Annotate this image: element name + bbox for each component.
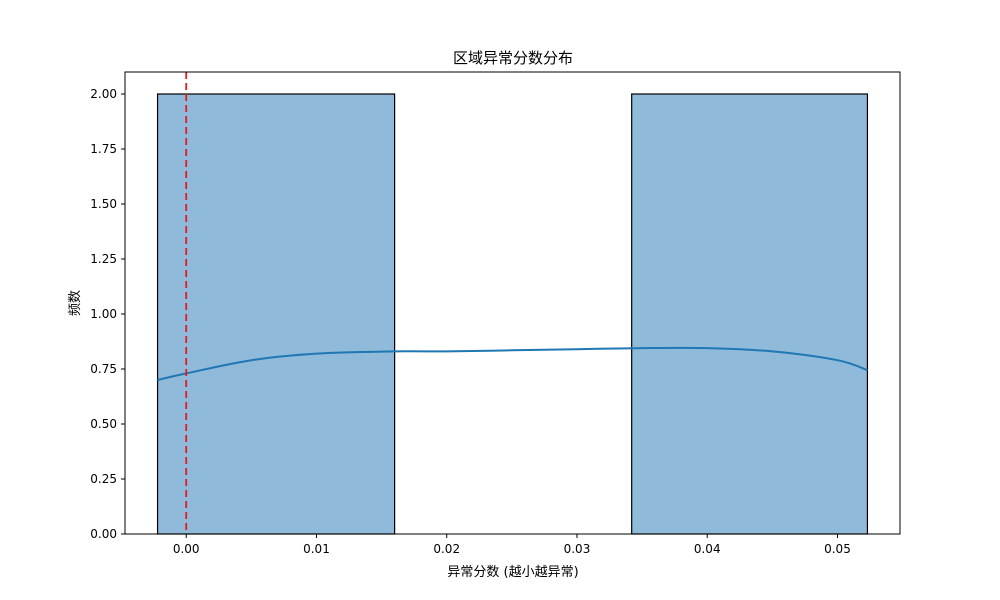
kde-layer	[157, 346, 868, 381]
bars-layer	[156, 93, 869, 535]
histogram-bar-0	[156, 93, 396, 535]
y-axis-ticks: 0.00 0.25 0.50 0.75 1.00 1.25 1.50 1.75 2.00	[90, 87, 125, 541]
y-tick-label: 1.50	[90, 197, 117, 211]
axes-frame	[124, 71, 901, 535]
kde-curve	[157, 346, 868, 381]
x-tick-label: 0.02	[433, 542, 460, 556]
x-tick-label: 0.00	[173, 542, 200, 556]
chart-title: 区域异常分数分布	[453, 49, 573, 67]
x-tick-label: 0.01	[303, 542, 330, 556]
y-tick-label: 1.75	[90, 142, 117, 156]
y-tick-label: 0.75	[90, 362, 117, 376]
y-tick-label: 2.00	[90, 87, 117, 101]
y-tick-label: 0.50	[90, 417, 117, 431]
x-tick-label: 0.03	[564, 542, 591, 556]
histogram-bar-2	[631, 93, 869, 535]
y-axis-label: 频数	[68, 290, 83, 316]
x-tick-label: 0.04	[694, 542, 721, 556]
y-tick-label: 1.25	[90, 252, 117, 266]
y-tick-label: 0.00	[90, 527, 117, 541]
x-axis-ticks: 0.00 0.01 0.02 0.03 0.04 0.05	[173, 534, 851, 556]
x-tick-label: 0.05	[824, 542, 851, 556]
x-axis-label: 异常分数 (越小越异常)	[447, 565, 578, 580]
y-tick-label: 0.25	[90, 472, 117, 486]
y-tick-label: 1.00	[90, 307, 117, 321]
